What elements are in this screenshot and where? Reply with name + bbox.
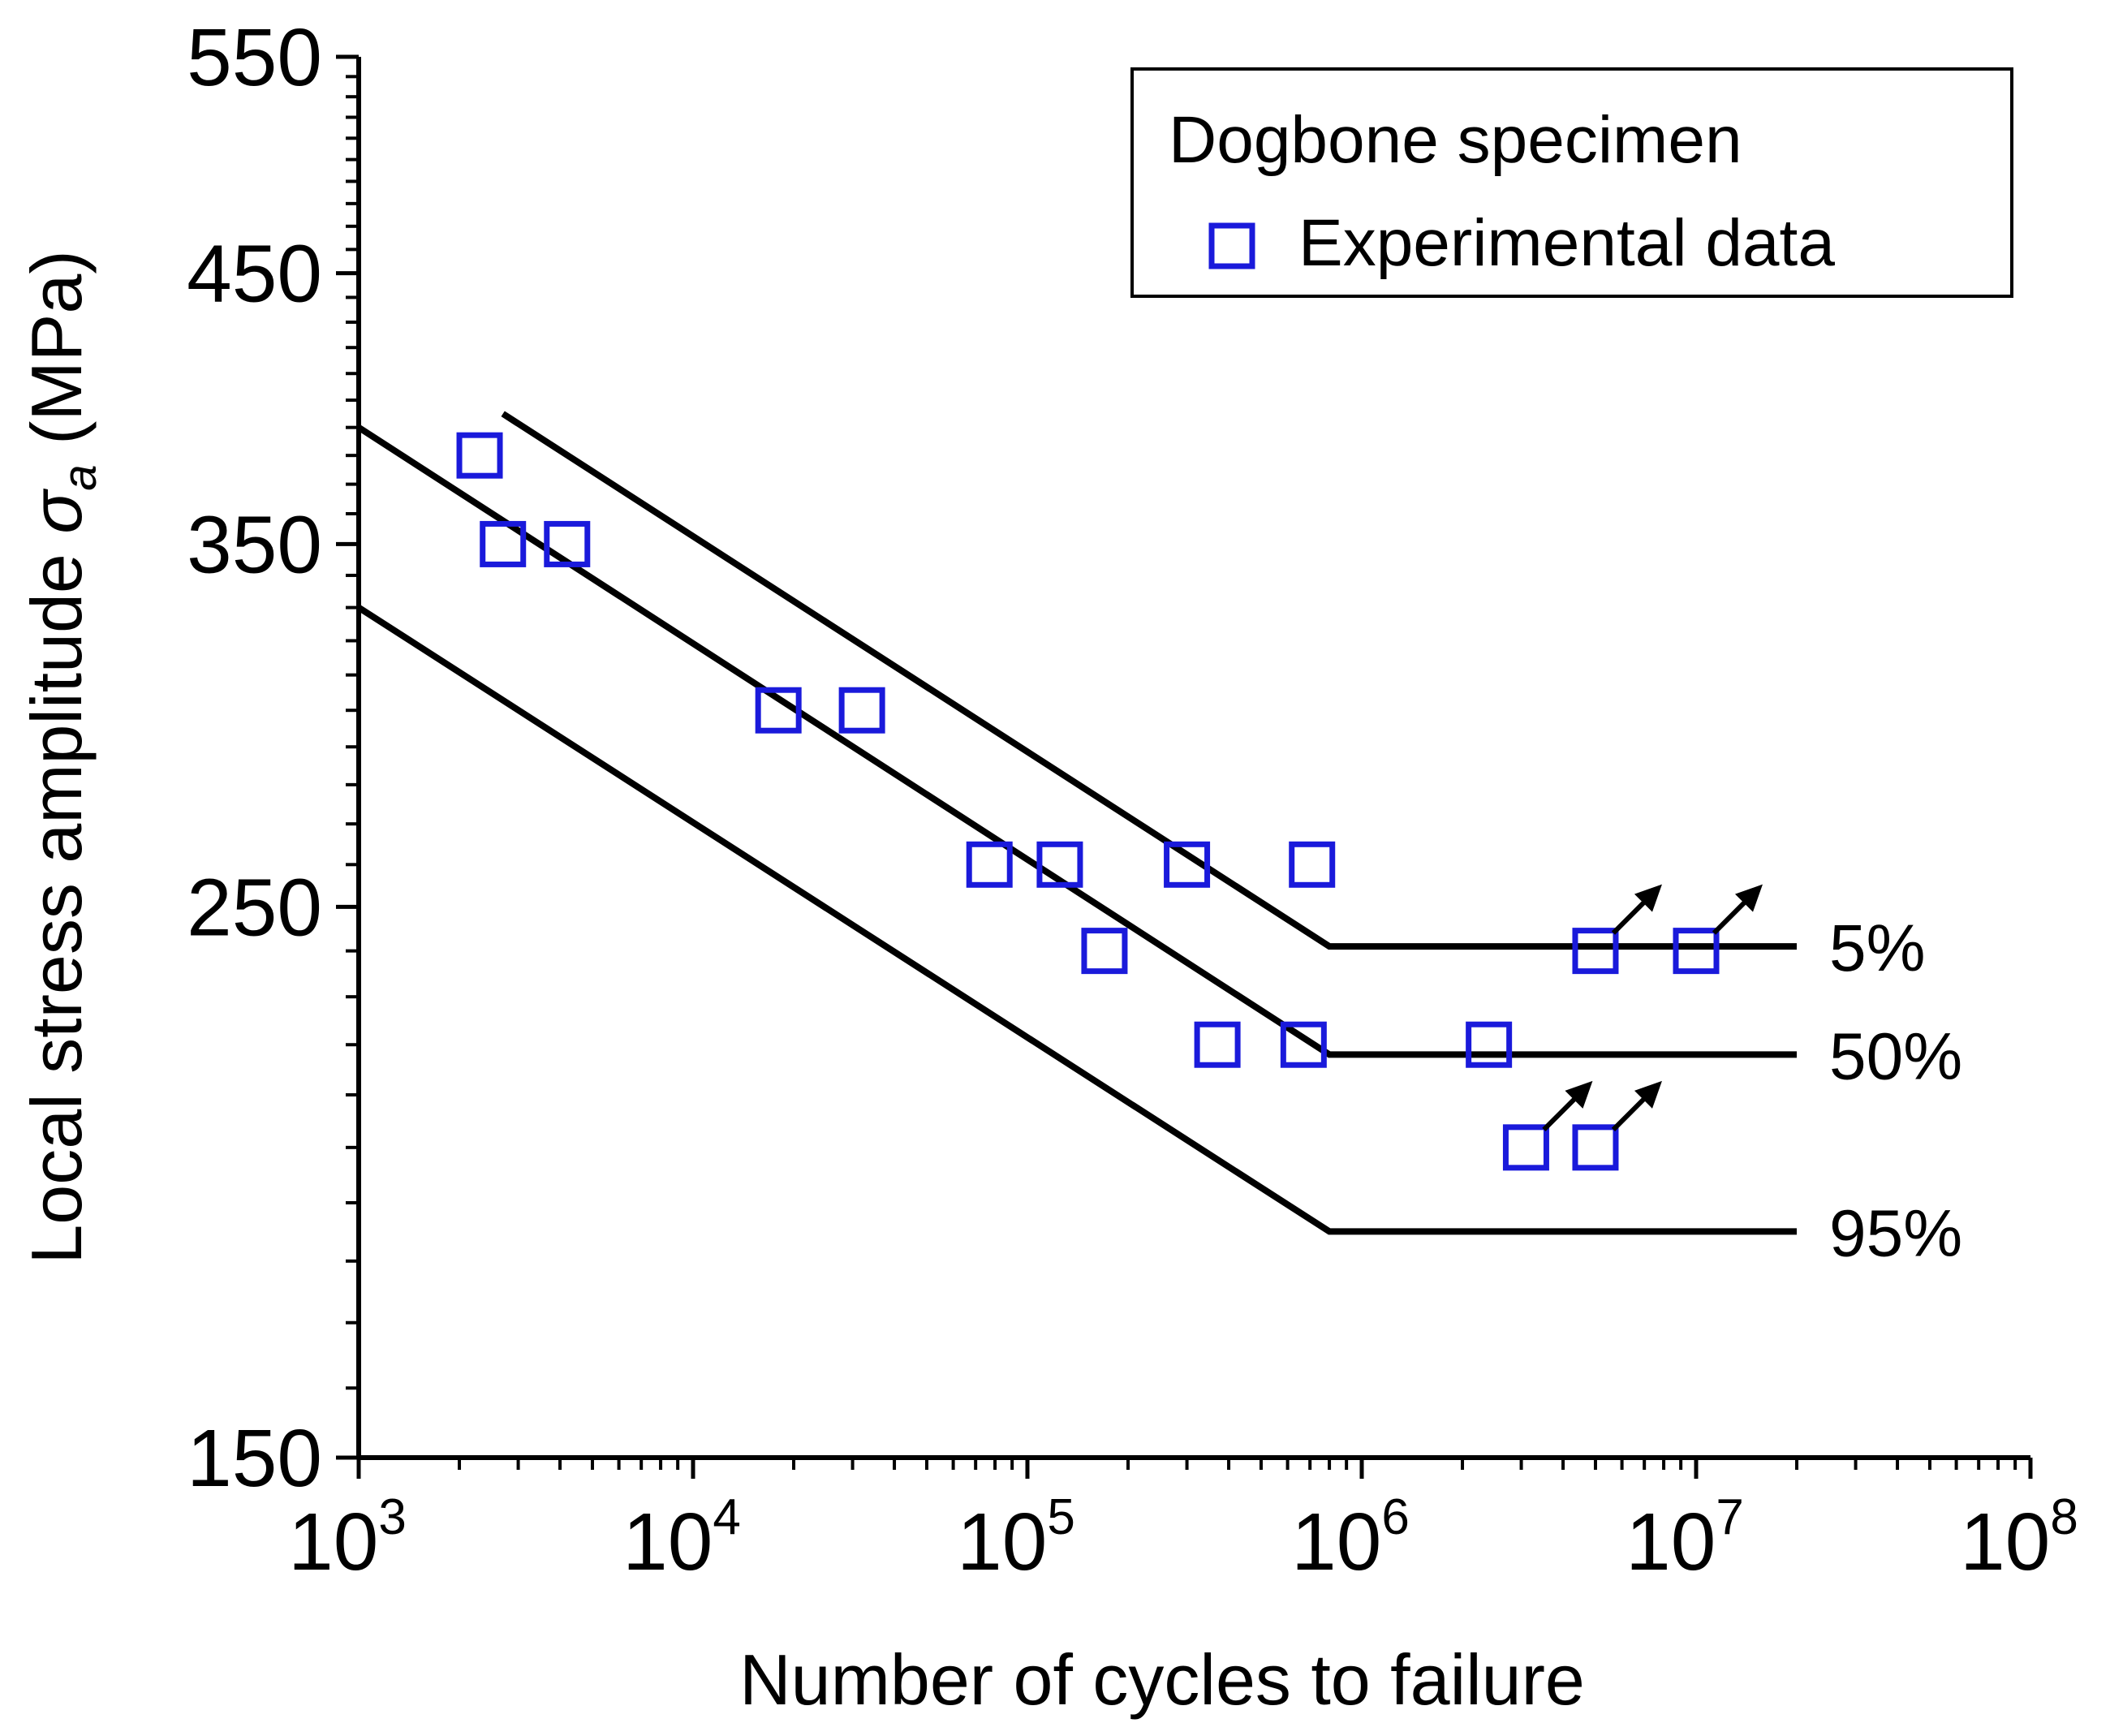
data-point xyxy=(544,520,591,567)
runout-arrowhead xyxy=(1735,884,1763,912)
curve-50pct xyxy=(356,424,1797,1058)
data-point xyxy=(1572,1124,1619,1171)
legend-title: Dogbone specimen xyxy=(1169,103,1742,177)
x-tick-label: 104 xyxy=(622,1489,741,1587)
legend-entry-label: Experimental data xyxy=(1298,206,1835,280)
axes: 103 104 105 106 107 108 150 250 350 450 550 Number … xyxy=(16,12,2078,1720)
runout-arrowhead xyxy=(1634,884,1662,912)
data-points xyxy=(456,432,1763,1171)
x-tick-label: 107 xyxy=(1626,1489,1744,1587)
data-point xyxy=(1036,841,1083,888)
data-point xyxy=(1572,928,1619,975)
x-tick-label: 108 xyxy=(1960,1489,2078,1587)
curve-5pct xyxy=(501,411,1797,950)
y-axis-title: Local stress amplitude σa (MPa) xyxy=(16,250,106,1264)
legend-marker xyxy=(1208,222,1255,269)
data-point xyxy=(1502,1124,1549,1171)
data-point xyxy=(1673,928,1720,975)
y-tick-label: 350 xyxy=(187,499,322,590)
y-tick-label: 150 xyxy=(187,1413,322,1504)
y-tick-label: 250 xyxy=(187,862,322,953)
percentile-curves: 5% 50% 95% xyxy=(356,411,1962,1270)
data-point xyxy=(1466,1021,1513,1068)
x-axis-title: Number of cycles to failure xyxy=(739,1639,1585,1720)
data-point xyxy=(838,687,885,734)
curve-label: 5% xyxy=(1829,911,1926,985)
data-point xyxy=(1280,1021,1327,1068)
data-point xyxy=(1081,928,1128,975)
curve-label: 95% xyxy=(1829,1196,1962,1270)
data-point xyxy=(480,520,527,567)
curve-95pct xyxy=(356,605,1797,1235)
x-tick-label: 103 xyxy=(288,1489,407,1587)
data-point xyxy=(1289,841,1336,888)
y-tick-label: 550 xyxy=(187,12,322,103)
data-point xyxy=(456,432,503,479)
x-tick-label: 105 xyxy=(957,1489,1075,1587)
data-point xyxy=(966,841,1013,888)
legend-box xyxy=(1130,67,2013,298)
data-point xyxy=(1164,841,1211,888)
y-tick-label: 450 xyxy=(187,229,322,320)
x-tick-label: 106 xyxy=(1291,1489,1410,1587)
curve-label: 50% xyxy=(1829,1019,1962,1093)
data-point xyxy=(1194,1021,1241,1068)
data-point xyxy=(755,687,802,734)
legend: Dogbone specimen Experimental data xyxy=(1130,67,2013,298)
runout-arrowhead xyxy=(1634,1080,1662,1109)
runout-arrowhead xyxy=(1565,1080,1593,1109)
